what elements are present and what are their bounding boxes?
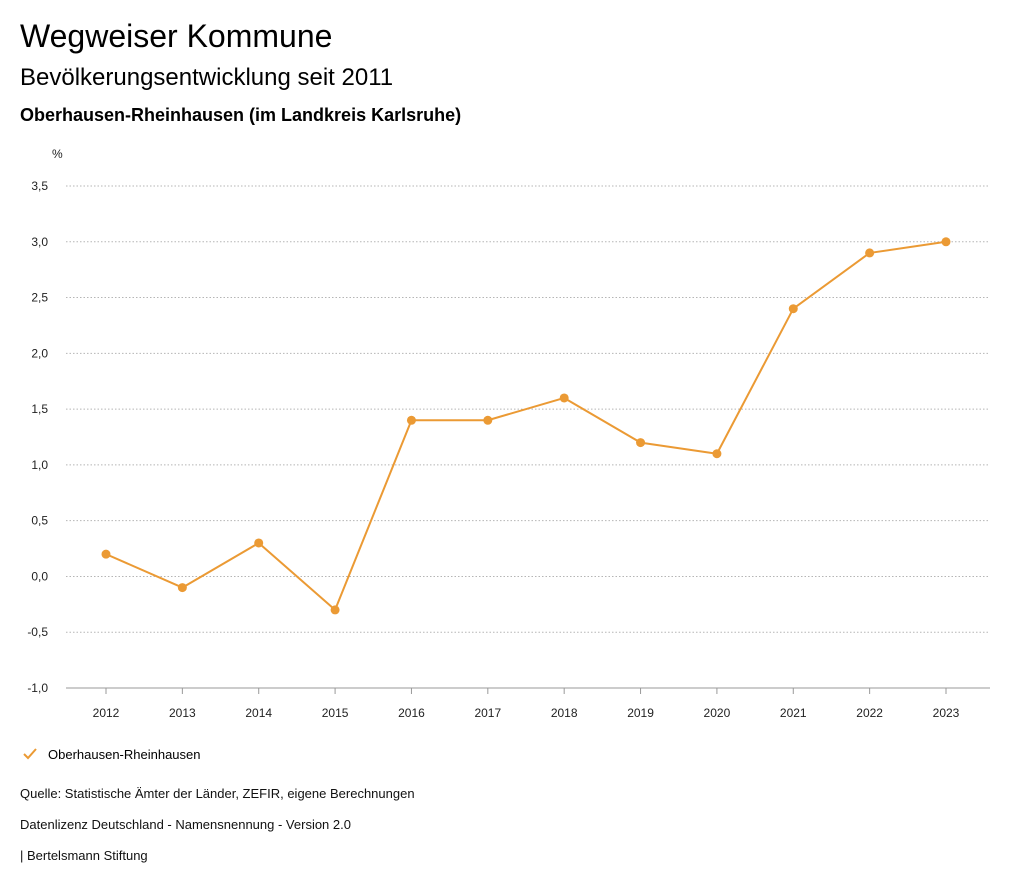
y-tick-label: 3,0 [31, 235, 48, 249]
data-point[interactable] [254, 538, 264, 548]
series-oberhausen-rheinhausen[interactable] [101, 237, 951, 615]
data-point[interactable] [483, 415, 493, 425]
x-tick-label: 2014 [245, 706, 272, 720]
data-point[interactable] [636, 438, 646, 448]
source-note: Quelle: Statistische Ämter der Länder, Z… [20, 786, 415, 801]
data-point[interactable] [788, 304, 798, 314]
y-tick-label: 0,0 [31, 569, 48, 583]
y-tick-label: 1,0 [31, 458, 48, 472]
x-tick-label: 2018 [551, 706, 578, 720]
data-point[interactable] [101, 549, 111, 559]
data-point[interactable] [177, 583, 187, 593]
x-tick-label: 2013 [169, 706, 196, 720]
page-title: Wegweiser Kommune [20, 18, 333, 54]
license-note: Datenlizenz Deutschland - Namensnennung … [20, 817, 351, 832]
data-point[interactable] [559, 393, 569, 403]
data-point[interactable] [330, 605, 340, 615]
data-point[interactable] [406, 415, 416, 425]
x-tick-label: 2020 [704, 706, 731, 720]
line-chart: % -1,0-0,50,00,51,01,52,02,53,03,5 2012 2… [27, 147, 990, 720]
data-point[interactable] [865, 248, 875, 258]
y-tick-label: 2,5 [31, 291, 48, 305]
y-tick-label: -0,5 [27, 625, 48, 639]
publisher-note: | Bertelsmann Stiftung [20, 848, 148, 863]
x-tick-label: 2016 [398, 706, 425, 720]
x-axis: 2012 2013 2014 2015 2016 2017 2018 2019 2020 2021… [66, 687, 990, 720]
data-point[interactable] [712, 449, 722, 459]
y-tick-label: 3,5 [31, 179, 48, 193]
x-tick-label: 2022 [856, 706, 883, 720]
chart-subtitle: Bevölkerungsentwicklung seit 2011 [20, 64, 394, 91]
y-tick-label: 0,5 [31, 514, 48, 528]
grid-lines [66, 185, 990, 689]
x-tick-label: 2023 [933, 706, 960, 720]
y-axis-unit: % [52, 147, 63, 161]
y-axis: % -1,0 -0,5 0,0 0,5 1,0 1,5 2,0 2,5 3,0 3,5 [27, 147, 63, 695]
data-point[interactable] [941, 237, 951, 247]
series-line [105, 240, 947, 611]
legend-item-label[interactable]: Oberhausen-Rheinhausen [48, 746, 201, 762]
x-tick-label: 2021 [780, 706, 807, 720]
y-tick-label: -1,0 [27, 681, 48, 695]
y-tick-label: 1,5 [31, 402, 48, 416]
legend[interactable]: Oberhausen-Rheinhausen [22, 744, 201, 764]
y-tick-label: 2,0 [31, 346, 48, 360]
x-tick-label: 2019 [627, 706, 654, 720]
checkmark-icon[interactable] [22, 746, 38, 762]
region-title: Oberhausen-Rheinhausen (im Landkreis Kar… [20, 105, 462, 125]
x-tick-label: 2012 [93, 706, 120, 720]
x-tick-label: 2017 [474, 706, 501, 720]
x-tick-label: 2015 [322, 706, 349, 720]
